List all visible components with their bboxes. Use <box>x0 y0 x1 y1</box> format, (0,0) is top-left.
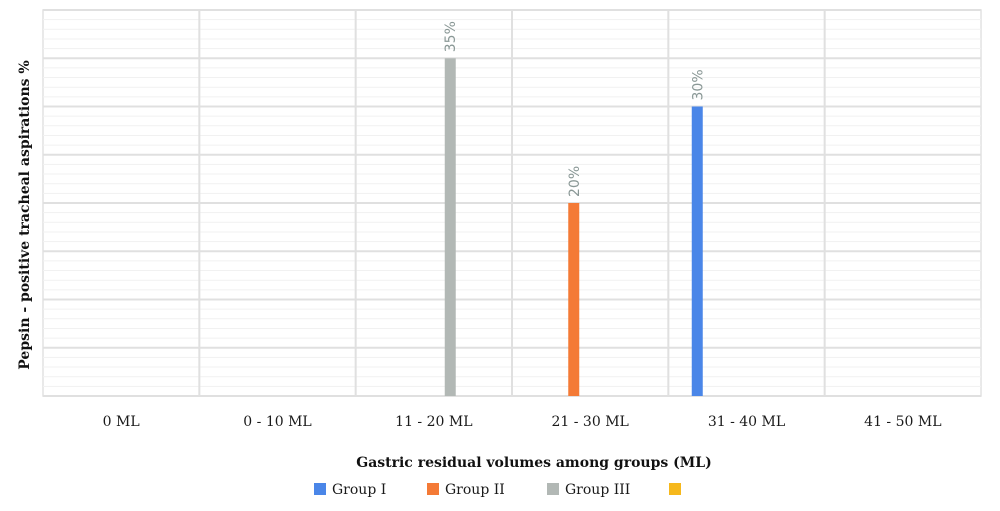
data-label: 30% <box>690 69 706 100</box>
x-tick-label: 0 - 10 ML <box>243 414 311 430</box>
x-tick-label: 41 - 50 ML <box>864 414 941 430</box>
data-label: 35% <box>443 21 459 52</box>
bar-group-ii <box>568 203 580 396</box>
legend-swatch <box>547 483 559 495</box>
data-labels: 30% 20% 35% <box>443 21 706 197</box>
legend-label: Group II <box>445 482 505 498</box>
legend: Group I Group II Group III <box>314 482 681 498</box>
x-tick-labels: 0 ML 0 - 10 ML 11 - 20 ML 21 - 30 ML 31 - 40… <box>103 414 942 430</box>
grid <box>42 9 982 397</box>
bar-group-iii <box>444 58 456 396</box>
x-axis-title: Gastric residual volumes among groups (M… <box>356 455 712 471</box>
y-axis-title: Pepsin - positive tracheal aspirations % <box>17 60 33 369</box>
x-tick-label: 11 - 20 ML <box>395 414 472 430</box>
legend-swatch <box>314 483 326 495</box>
x-tick-label: 21 - 30 ML <box>551 414 628 430</box>
bars <box>444 58 703 396</box>
legend-label: Group I <box>332 482 386 498</box>
legend-swatch <box>427 483 439 495</box>
x-tick-label: 31 - 40 ML <box>708 414 785 430</box>
x-tick-label: 0 ML <box>103 414 140 430</box>
bar-group-i <box>691 106 703 396</box>
legend-swatch <box>669 483 681 495</box>
data-label: 20% <box>567 166 583 197</box>
legend-label: Group III <box>565 482 630 498</box>
